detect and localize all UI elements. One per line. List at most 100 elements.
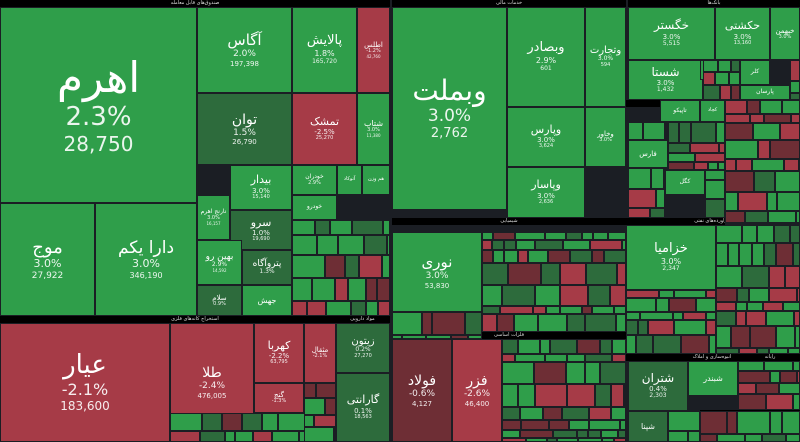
small-ticker-tile[interactable]: [593, 232, 608, 240]
small-ticker-tile[interactable]: [549, 420, 569, 430]
ticker-tile[interactable]: تمشک -2.5% 25,270: [292, 93, 357, 165]
small-ticker-tile[interactable]: [304, 383, 316, 398]
small-ticker-tile[interactable]: [601, 430, 618, 438]
small-ticker-tile[interactable]: [718, 60, 731, 72]
small-ticker-tile[interactable]: [795, 326, 800, 348]
small-ticker-tile[interactable]: [668, 431, 688, 442]
small-ticker-tile[interactable]: [779, 383, 800, 394]
small-ticker-tile[interactable]: [432, 312, 465, 335]
small-ticker-tile[interactable]: [535, 285, 560, 306]
small-ticker-tile[interactable]: [796, 211, 800, 223]
small-ticker-tile[interactable]: [550, 339, 577, 354]
small-ticker-tile[interactable]: [703, 85, 720, 100]
small-ticker-tile[interactable]: [567, 384, 595, 407]
small-ticker-tile[interactable]: [696, 298, 716, 312]
small-ticker-tile[interactable]: [528, 250, 548, 263]
small-ticker-tile[interactable]: [326, 301, 351, 316]
small-ticker-tile[interactable]: [705, 170, 725, 180]
small-ticker-tile[interactable]: [716, 302, 736, 311]
small-ticker-tile[interactable]: [292, 278, 312, 301]
small-ticker-tile[interactable]: [725, 223, 739, 225]
small-ticker-tile[interactable]: [547, 438, 557, 442]
small-ticker-tile[interactable]: [518, 339, 540, 354]
small-ticker-tile[interactable]: [502, 354, 515, 362]
small-ticker-tile[interactable]: [590, 240, 622, 250]
small-ticker-tile[interactable]: [669, 298, 696, 312]
ticker-tile[interactable]: خودران 2.9%: [292, 165, 337, 195]
small-ticker-tile[interactable]: [616, 314, 626, 332]
small-ticker-tile[interactable]: [626, 298, 656, 312]
small-ticker-tile[interactable]: [656, 298, 669, 312]
small-ticker-tile[interactable]: [502, 339, 518, 354]
small-ticker-tile[interactable]: [776, 243, 793, 266]
small-ticker-tile[interactable]: [727, 411, 737, 434]
small-ticker-tile[interactable]: [731, 326, 750, 348]
ticker-tile[interactable]: خگستر 3.0% 5,515: [628, 7, 715, 60]
small-ticker-tile[interactable]: [582, 306, 592, 314]
small-ticker-tile[interactable]: [352, 220, 383, 235]
small-ticker-tile[interactable]: [780, 123, 800, 140]
small-ticker-tile[interactable]: [626, 335, 636, 354]
small-ticker-tile[interactable]: [538, 314, 567, 332]
small-ticker-tile[interactable]: [659, 290, 674, 298]
small-ticker-tile[interactable]: [747, 100, 760, 114]
small-ticker-tile[interactable]: [790, 81, 800, 93]
small-ticker-tile[interactable]: [769, 348, 788, 354]
ticker-tile[interactable]: پالایش 1.8% 165,720: [292, 7, 357, 93]
small-ticker-tile[interactable]: [497, 314, 514, 332]
small-ticker-tile[interactable]: [262, 413, 278, 431]
ticker-tile[interactable]: حکشتی 3.0% 13,160: [715, 7, 770, 60]
small-ticker-tile[interactable]: [382, 255, 390, 278]
small-ticker-tile[interactable]: [502, 407, 520, 420]
small-ticker-tile[interactable]: [592, 250, 604, 263]
small-ticker-tile[interactable]: [764, 114, 791, 123]
small-ticker-tile[interactable]: [640, 312, 673, 320]
small-ticker-tile[interactable]: [738, 371, 770, 383]
small-ticker-tile[interactable]: [482, 314, 497, 332]
small-ticker-tile[interactable]: [315, 220, 330, 235]
small-ticker-tile[interactable]: [716, 122, 725, 143]
small-ticker-tile[interactable]: [366, 301, 378, 316]
small-ticker-tile[interactable]: [307, 301, 326, 316]
small-ticker-tile[interactable]: [716, 225, 742, 243]
small-ticker-tile[interactable]: [650, 208, 665, 218]
small-ticker-tile[interactable]: [769, 266, 785, 288]
small-ticker-tile[interactable]: [521, 420, 549, 430]
small-ticker-tile[interactable]: [202, 413, 222, 431]
small-ticker-tile[interactable]: [364, 235, 387, 255]
small-ticker-tile[interactable]: [628, 189, 656, 208]
ticker-tile[interactable]: نوری 3.0% 53,830: [392, 232, 482, 312]
small-ticker-tile[interactable]: [754, 171, 775, 192]
small-ticker-tile[interactable]: [709, 335, 716, 354]
small-ticker-tile[interactable]: [586, 263, 617, 285]
small-ticker-tile[interactable]: [618, 430, 626, 438]
small-ticker-tile[interactable]: [235, 431, 253, 442]
small-ticker-tile[interactable]: [569, 420, 589, 430]
small-ticker-tile[interactable]: [626, 290, 659, 298]
small-ticker-tile[interactable]: [679, 122, 691, 143]
small-ticker-tile[interactable]: [683, 312, 706, 320]
small-ticker-tile[interactable]: [535, 240, 563, 250]
ticker-tile[interactable]: جهش: [242, 285, 292, 316]
small-ticker-tile[interactable]: [553, 430, 577, 438]
small-ticker-tile[interactable]: [790, 225, 800, 243]
small-ticker-tile[interactable]: [611, 407, 626, 420]
small-ticker-tile[interactable]: [278, 413, 305, 431]
small-ticker-tile[interactable]: [638, 320, 648, 335]
small-ticker-tile[interactable]: [502, 438, 526, 442]
small-ticker-tile[interactable]: [626, 312, 640, 320]
small-ticker-tile[interactable]: [746, 311, 766, 326]
small-ticker-tile[interactable]: [502, 420, 521, 430]
small-ticker-tile[interactable]: [351, 301, 366, 316]
small-ticker-tile[interactable]: [577, 430, 588, 438]
small-ticker-tile[interactable]: [782, 100, 800, 114]
ticker-tile[interactable]: هم وزن: [362, 165, 390, 195]
small-ticker-tile[interactable]: [292, 301, 307, 316]
small-ticker-tile[interactable]: [793, 394, 800, 410]
ticker-tile[interactable]: خودرو: [292, 195, 337, 220]
small-ticker-tile[interactable]: [602, 438, 614, 442]
small-ticker-tile[interactable]: [775, 171, 800, 192]
small-ticker-tile[interactable]: [200, 431, 225, 442]
small-ticker-tile[interactable]: [304, 398, 325, 415]
small-ticker-tile[interactable]: [588, 430, 601, 438]
